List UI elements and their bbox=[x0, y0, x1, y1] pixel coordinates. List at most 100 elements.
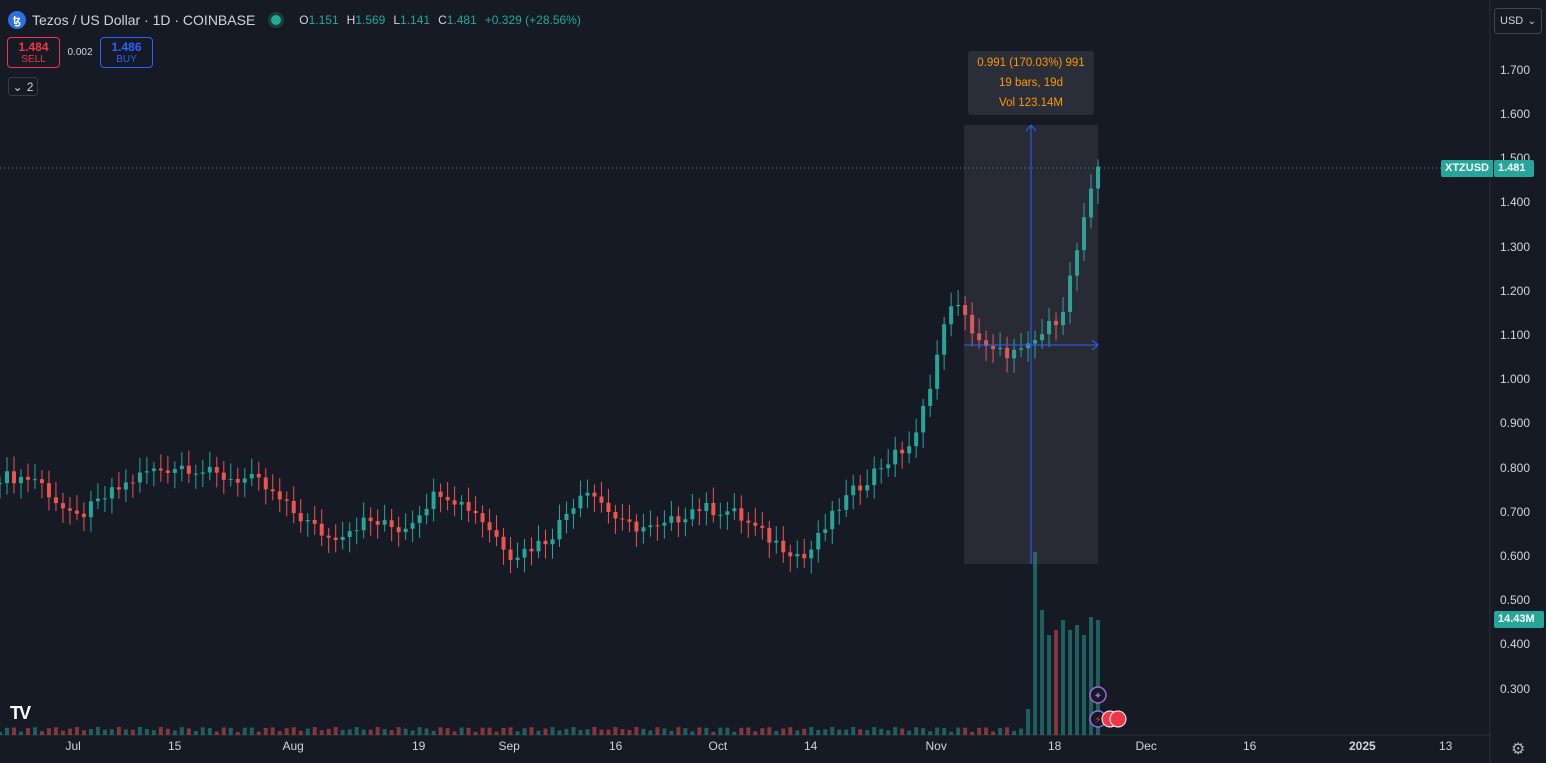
volume-bar bbox=[144, 729, 149, 735]
candle-body bbox=[781, 540, 786, 553]
volume-bar bbox=[473, 731, 478, 735]
volume-bar bbox=[81, 730, 86, 735]
candle-body bbox=[1040, 334, 1045, 341]
volume-bar bbox=[844, 729, 849, 735]
volume-bar bbox=[914, 727, 919, 735]
candle-body bbox=[200, 472, 205, 474]
gear-icon[interactable]: ⚙ bbox=[1511, 741, 1526, 758]
indicators-toggle-button[interactable]: ⌄ 2 bbox=[8, 77, 38, 96]
volume-bar bbox=[557, 730, 562, 735]
candle-body bbox=[137, 472, 142, 483]
candle-body bbox=[641, 527, 646, 532]
volume-bar bbox=[893, 727, 898, 735]
sell-label: SELL bbox=[21, 53, 46, 65]
candle-body bbox=[4, 471, 9, 484]
candle-body bbox=[508, 549, 513, 560]
candle-body bbox=[844, 495, 849, 510]
volume-bar bbox=[655, 727, 660, 735]
spread-value: 0.002 bbox=[67, 47, 93, 58]
candle-body bbox=[172, 469, 177, 473]
candle-body bbox=[564, 513, 569, 521]
candle-body bbox=[1068, 275, 1073, 312]
candle-body bbox=[11, 471, 16, 484]
candle-body bbox=[1012, 349, 1017, 359]
candle-body bbox=[907, 446, 912, 454]
volume-bar bbox=[256, 731, 261, 735]
candle-body bbox=[242, 478, 247, 483]
volume-bar bbox=[627, 730, 632, 735]
volume-bar bbox=[284, 728, 289, 735]
candle-body bbox=[445, 496, 450, 501]
candle-body bbox=[998, 347, 1003, 350]
market-status-icon[interactable] bbox=[271, 15, 282, 25]
volume-bar bbox=[424, 728, 429, 735]
candle-body bbox=[403, 528, 408, 533]
candle-body bbox=[676, 516, 681, 523]
candle-body bbox=[592, 492, 597, 497]
volume-bar bbox=[809, 727, 814, 735]
volume-bar bbox=[774, 730, 779, 735]
candle-body bbox=[319, 523, 324, 536]
tradingview-logo[interactable]: TV bbox=[10, 703, 31, 723]
open-value: 1.151 bbox=[308, 13, 339, 27]
candle-body bbox=[494, 530, 499, 537]
volume-bar bbox=[788, 727, 793, 735]
volume-bar bbox=[1047, 635, 1052, 735]
symbol-title[interactable]: Tezos / US Dollar · 1D · COINBASE bbox=[32, 12, 256, 28]
volume-bar bbox=[382, 729, 387, 735]
measure-volume: Vol 123.14M bbox=[999, 97, 1063, 109]
volume-bar bbox=[270, 727, 275, 735]
volume-bar bbox=[977, 727, 982, 735]
candle-body bbox=[284, 499, 289, 501]
candle-body bbox=[361, 517, 366, 531]
buy-button[interactable]: 1.486 BUY bbox=[100, 37, 153, 68]
candle-body bbox=[333, 537, 338, 541]
candle-body bbox=[417, 515, 422, 523]
candle-body bbox=[809, 549, 814, 559]
volume-bar bbox=[1026, 709, 1031, 735]
volume-bar bbox=[452, 731, 457, 735]
volume-bar bbox=[1005, 727, 1010, 735]
volume-bar bbox=[1089, 617, 1094, 735]
candle-body bbox=[396, 527, 401, 533]
volume-bar bbox=[319, 730, 324, 735]
measure-right-arrow bbox=[1091, 339, 1099, 351]
volume-bar bbox=[326, 728, 331, 735]
volume-bar bbox=[690, 731, 695, 735]
time-tick-label: 14 bbox=[804, 739, 818, 753]
candle-body bbox=[25, 476, 30, 480]
price-tick-label: 0.900 bbox=[1500, 416, 1531, 431]
price-tick-label: 0.800 bbox=[1500, 460, 1531, 475]
candle-body bbox=[151, 468, 156, 472]
volume-bar bbox=[970, 731, 975, 735]
sell-button[interactable]: 1.484 SELL bbox=[7, 37, 60, 68]
volume-bar bbox=[1061, 620, 1066, 735]
volume-bar bbox=[32, 727, 37, 735]
volume-bar bbox=[11, 727, 16, 735]
candle-body bbox=[179, 465, 184, 470]
candle-body bbox=[312, 520, 317, 524]
currency-select[interactable]: USD ⌄ bbox=[1494, 8, 1542, 34]
volume-bar bbox=[802, 728, 807, 735]
candle-body bbox=[1082, 217, 1087, 251]
candle-body bbox=[872, 468, 877, 486]
candle-body bbox=[340, 537, 345, 541]
volume-bar bbox=[585, 729, 590, 735]
volume-bar bbox=[396, 727, 401, 735]
volume-bar bbox=[151, 730, 156, 735]
candle-body bbox=[746, 520, 751, 523]
candle-body bbox=[1026, 343, 1031, 349]
volume-bar bbox=[711, 731, 716, 735]
volume-bar bbox=[46, 728, 51, 735]
candle-body bbox=[837, 509, 842, 511]
candle-body bbox=[32, 479, 37, 481]
candle-body bbox=[711, 502, 716, 516]
volume-bar bbox=[732, 731, 737, 735]
candle-body bbox=[368, 517, 373, 522]
volume-bar bbox=[410, 730, 415, 735]
event-sparkle-icon bbox=[1089, 686, 1107, 704]
volume-bar bbox=[543, 728, 548, 735]
candle-body bbox=[606, 502, 611, 512]
volume-bar bbox=[1054, 630, 1059, 735]
